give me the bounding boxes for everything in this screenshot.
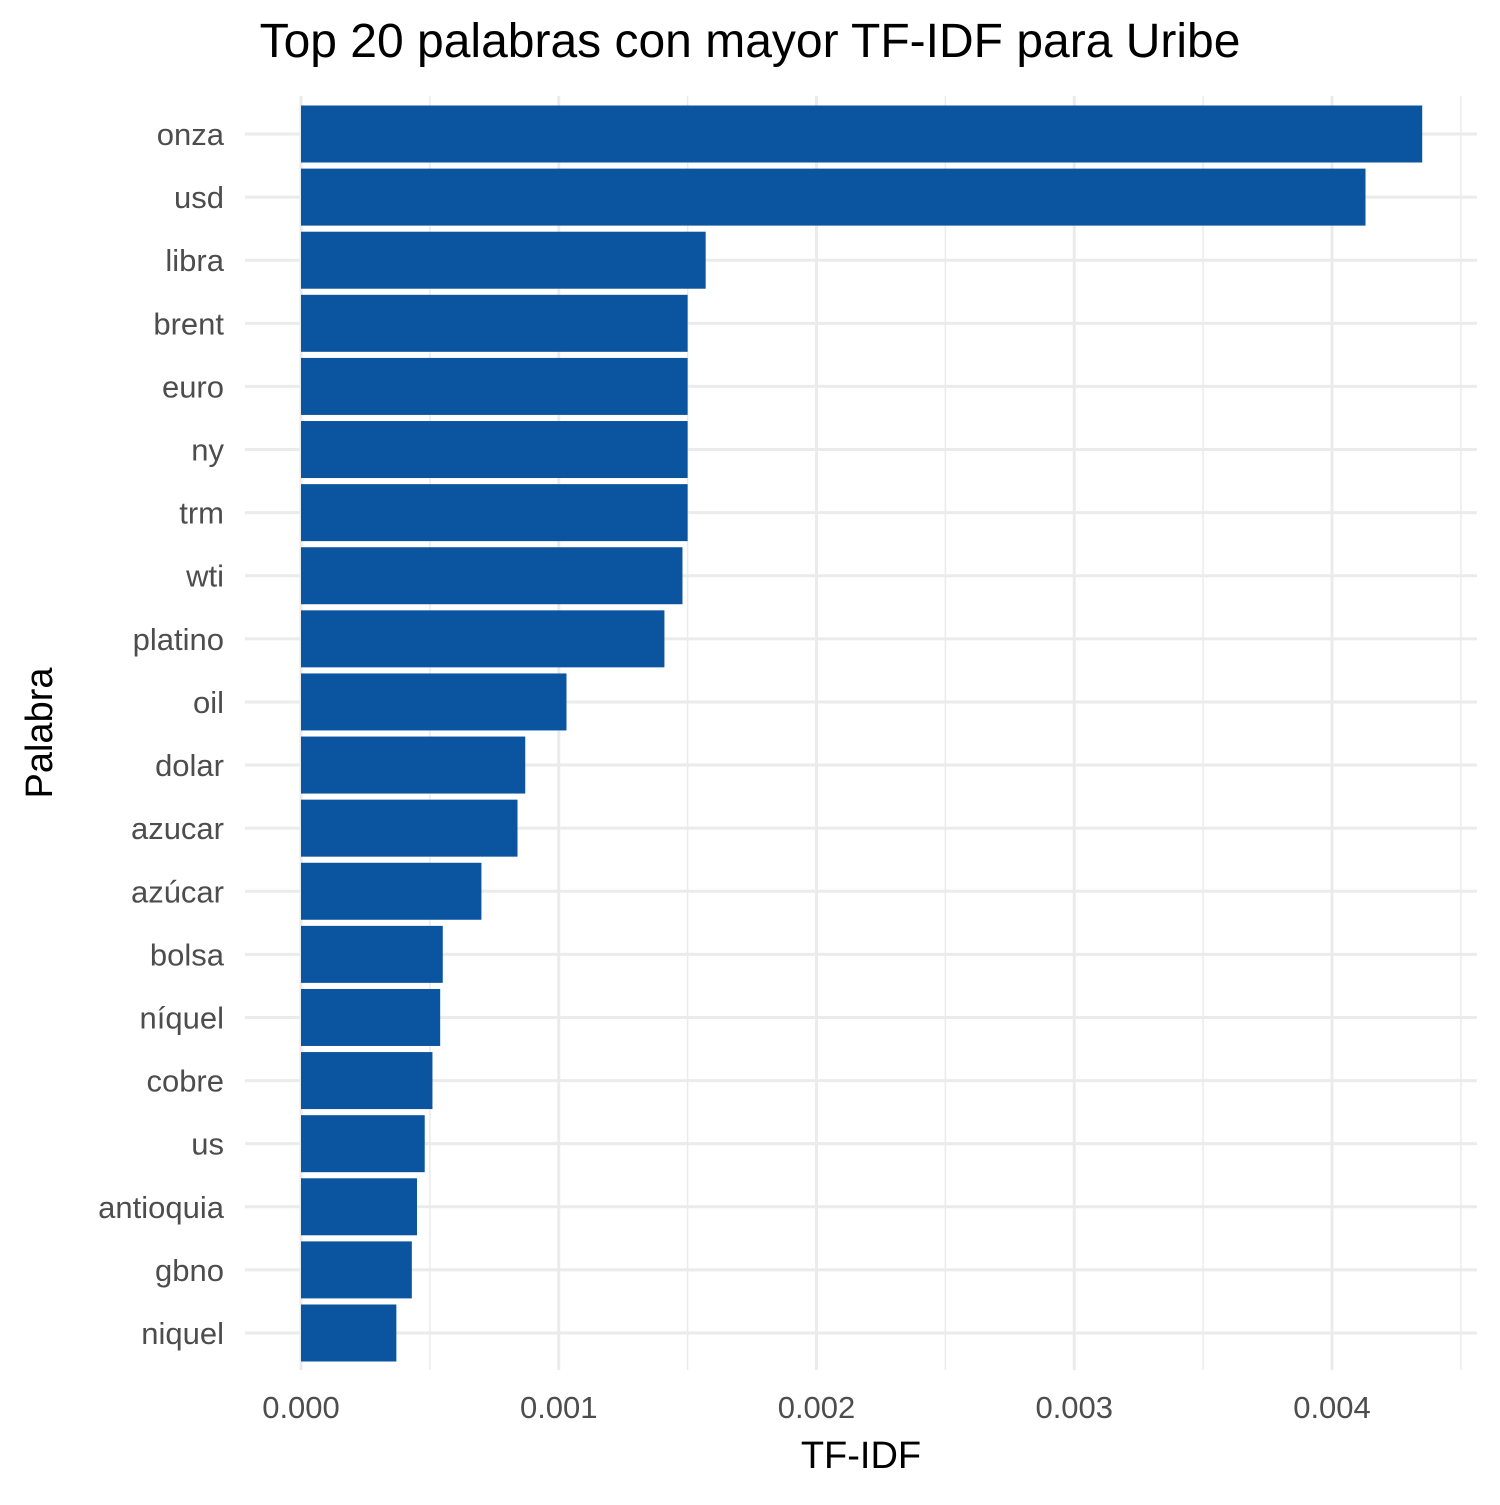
y-tick-label: platino xyxy=(133,622,224,657)
bar-azúcar xyxy=(301,862,482,920)
y-tick-label: antioquia xyxy=(98,1190,225,1225)
y-tick-label: us xyxy=(191,1127,224,1162)
bar-antioquia xyxy=(301,1178,417,1236)
y-tick-label: niquel xyxy=(141,1316,224,1351)
bar-libra xyxy=(301,231,706,289)
y-tick-label: níquel xyxy=(140,1000,224,1035)
y-tick-label: oil xyxy=(193,685,224,720)
y-tick-label: brent xyxy=(153,306,224,341)
x-tick-label: 0.004 xyxy=(1293,1390,1371,1425)
bar-usd xyxy=(301,168,1366,226)
bar-ny xyxy=(301,421,688,479)
y-tick-label: euro xyxy=(162,369,224,404)
y-tick-label: cobre xyxy=(146,1064,224,1099)
bar-trm xyxy=(301,484,688,542)
bar-níquel xyxy=(301,988,441,1046)
y-tick-label: azúcar xyxy=(131,874,224,909)
bar-layer xyxy=(301,105,1423,1362)
y-tick-label: onza xyxy=(157,117,225,152)
y-tick-label: usd xyxy=(174,180,224,215)
y-tick-labels: onza usd libra brent euro ny trm wti platino oil d… xyxy=(98,117,225,1351)
x-tick-label: 0.002 xyxy=(778,1390,856,1425)
bar-onza xyxy=(301,105,1423,163)
bar-brent xyxy=(301,294,688,352)
y-tick-label: wti xyxy=(185,559,224,594)
y-axis-title: Palabra xyxy=(19,667,61,799)
bar-niquel xyxy=(301,1304,397,1362)
y-tick-label: bolsa xyxy=(150,937,225,972)
bar-euro xyxy=(301,357,688,415)
bar-wti xyxy=(301,547,683,605)
bar-azucar xyxy=(301,799,518,857)
bar-cobre xyxy=(301,1052,433,1110)
chart-title: Top 20 palabras con mayor TF-IDF para Ur… xyxy=(259,15,1241,68)
bar-dolar xyxy=(301,736,526,794)
bar-gbno xyxy=(301,1241,412,1299)
bar-oil xyxy=(301,673,567,731)
y-tick-label: dolar xyxy=(155,748,224,783)
y-tick-label: azucar xyxy=(131,811,224,846)
x-axis-title: TF-IDF xyxy=(801,1435,921,1477)
x-tick-labels: 0.000 0.001 0.002 0.003 0.004 xyxy=(262,1390,1371,1425)
y-tick-label: libra xyxy=(165,243,224,278)
x-tick-label: 0.003 xyxy=(1035,1390,1113,1425)
bar-us xyxy=(301,1115,425,1173)
y-tick-label: gbno xyxy=(155,1253,224,1288)
bar-platino xyxy=(301,610,665,668)
x-tick-label: 0.000 xyxy=(262,1390,340,1425)
y-tick-label: trm xyxy=(179,496,224,531)
bar-bolsa xyxy=(301,925,443,983)
y-tick-label: ny xyxy=(191,433,224,468)
x-tick-label: 0.001 xyxy=(520,1390,598,1425)
